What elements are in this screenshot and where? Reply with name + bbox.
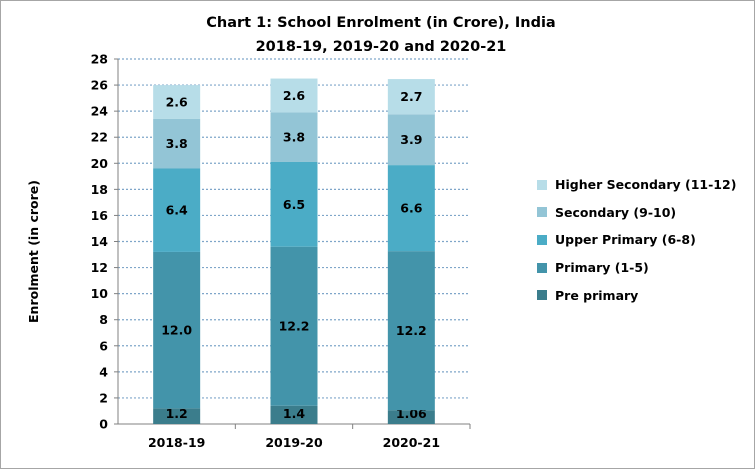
legend-item: Pre primary xyxy=(537,281,736,309)
data-label: 6.5 xyxy=(283,197,305,212)
data-label: 12.0 xyxy=(161,323,192,338)
legend-item: Secondary (9-10) xyxy=(537,199,736,227)
bar-segment xyxy=(153,251,201,409)
y-tick-label: 10 xyxy=(91,286,109,301)
legend-label: Secondary (9-10) xyxy=(555,204,677,220)
legend-label: Primary (1-5) xyxy=(555,260,649,276)
data-label: 3.8 xyxy=(166,136,188,151)
y-tick-label: 4 xyxy=(99,364,108,379)
legend-swatch xyxy=(537,207,547,218)
y-tick-label: 24 xyxy=(91,104,109,119)
x-tick-label: 2019-20 xyxy=(265,435,323,450)
bar-segment xyxy=(270,161,318,247)
x-tick-label: 2018-19 xyxy=(148,435,205,450)
bar-segment xyxy=(387,79,435,115)
y-tick-label: 20 xyxy=(91,156,109,171)
legend-swatch xyxy=(537,179,547,190)
y-tick-label: 14 xyxy=(91,234,109,249)
y-tick-label: 2 xyxy=(99,390,108,405)
bar-segment xyxy=(270,112,318,162)
data-label: 2.6 xyxy=(283,88,305,103)
y-tick-label: 12 xyxy=(91,260,108,275)
data-label: 3.8 xyxy=(283,130,305,145)
y-axis-title: Enrolment (in crore) xyxy=(26,180,41,323)
data-label: 6.4 xyxy=(166,203,188,218)
y-tick-label: 8 xyxy=(99,312,108,327)
data-label: 2.7 xyxy=(400,89,422,104)
bar-segment xyxy=(387,165,435,252)
data-label: 6.6 xyxy=(400,201,422,216)
y-tick-label: 16 xyxy=(91,208,109,223)
data-label: 12.2 xyxy=(396,323,427,338)
chart-subtitle: 2018-19, 2019-20 and 2020-21 xyxy=(255,39,507,55)
bar-segment xyxy=(153,408,201,424)
data-label: 2.6 xyxy=(166,95,188,110)
y-tick-label: 6 xyxy=(99,338,108,353)
y-tick-label: 26 xyxy=(91,78,109,93)
bar-segment xyxy=(387,410,435,424)
bar-segment xyxy=(387,114,435,166)
data-label: 1.4 xyxy=(283,406,305,421)
legend-label: Upper Primary (6-8) xyxy=(555,232,696,248)
legend-item: Higher Secondary (11-12) xyxy=(537,171,736,199)
legend-label: Pre primary xyxy=(555,287,639,303)
y-tick-label: 0 xyxy=(99,417,108,432)
bar-segment xyxy=(387,251,435,411)
bar-segment xyxy=(270,246,318,406)
y-tick-label: 28 xyxy=(91,52,108,67)
bar-segment xyxy=(270,78,318,113)
legend-item: Upper Primary (6-8) xyxy=(537,226,736,254)
bar-segment xyxy=(270,405,318,424)
y-tick-label: 18 xyxy=(91,182,108,197)
y-tick-label: 22 xyxy=(91,130,108,145)
legend-swatch xyxy=(537,290,547,301)
legend-swatch xyxy=(537,234,547,245)
legend-swatch xyxy=(537,262,547,273)
bar-segment xyxy=(153,85,201,119)
chart-title: Chart 1: School Enrolment (in Crore), In… xyxy=(206,15,556,31)
chart-legend: Higher Secondary (11-12) Secondary (9-10)… xyxy=(537,171,736,309)
bar-segment xyxy=(153,168,201,252)
x-tick-label: 2020-21 xyxy=(383,435,440,450)
bar-segment xyxy=(153,118,201,169)
data-label: 12.2 xyxy=(279,319,310,334)
data-label: 1.2 xyxy=(166,406,188,421)
legend-label: Higher Secondary (11-12) xyxy=(555,177,737,193)
legend-item: Primary (1-5) xyxy=(537,254,736,282)
data-label: 3.9 xyxy=(400,132,422,147)
